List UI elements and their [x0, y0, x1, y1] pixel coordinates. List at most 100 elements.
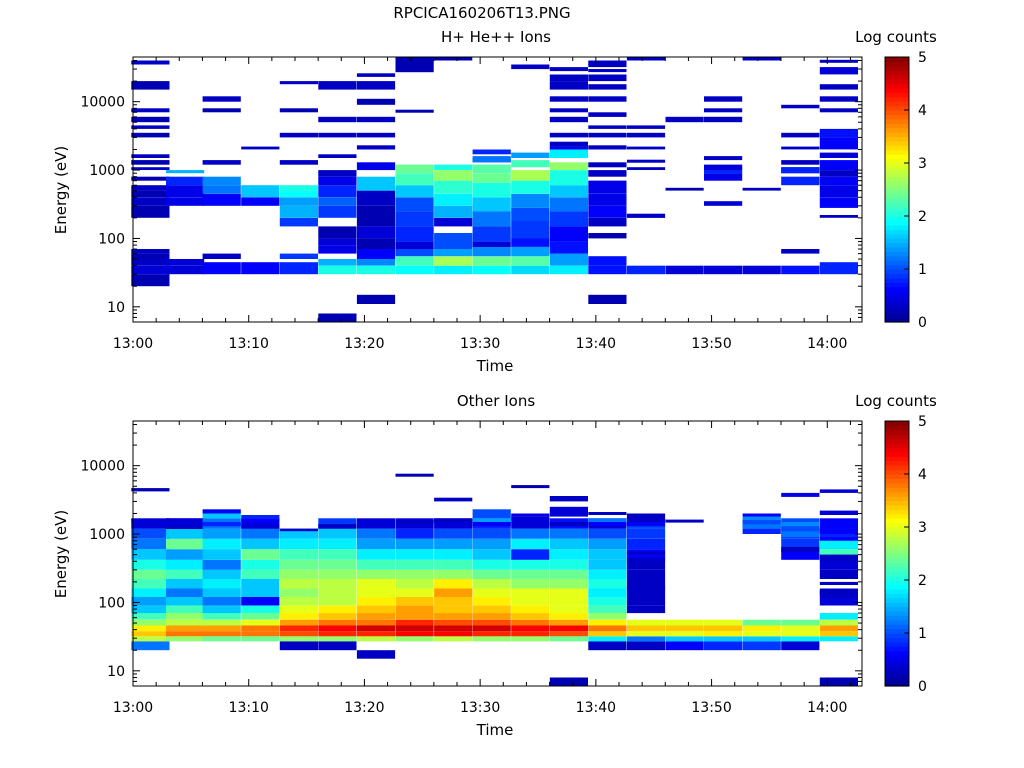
heatmap-cell	[742, 187, 781, 191]
heatmap-cell	[742, 619, 781, 626]
heatmap-cell	[781, 526, 820, 532]
colorbar-swatch	[885, 92, 909, 98]
heatmap-cell	[665, 116, 704, 123]
colorbar-swatch	[885, 273, 909, 279]
heatmap-cell	[549, 496, 588, 502]
heatmap-cell	[202, 509, 241, 514]
heatmap-cell	[202, 193, 241, 206]
heatmap-cell	[318, 579, 357, 589]
heatmap-cell	[202, 538, 241, 550]
heatmap-cell	[588, 294, 627, 304]
heatmap-cell	[472, 559, 511, 570]
heatmap-cell	[549, 96, 588, 102]
heatmap-cell	[742, 520, 781, 525]
heatmap-cell	[356, 265, 396, 275]
colorbar-swatch	[885, 580, 909, 586]
heatmap-cell	[395, 173, 434, 186]
heatmap-cell	[511, 265, 550, 275]
colorbar-swatch	[885, 513, 909, 519]
heatmap-cell	[318, 518, 357, 529]
heatmap-cell	[434, 631, 473, 637]
heatmap-cell	[318, 549, 357, 560]
heatmap-cell	[781, 146, 820, 150]
heatmap-cell	[511, 64, 550, 70]
heatmap-cell	[511, 485, 550, 489]
heatmap-cell	[742, 265, 781, 275]
heatmap-cell	[472, 613, 511, 620]
heatmap-cell	[318, 81, 357, 90]
heatmap-cell	[704, 164, 743, 170]
colorbar-swatch	[885, 487, 909, 493]
heatmap-cell	[241, 597, 280, 606]
x-tick-label: 13:00	[113, 336, 153, 352]
heatmap-cell	[549, 605, 588, 614]
heatmap-cell	[704, 96, 743, 102]
heatmap-cell	[704, 116, 743, 123]
heatmap-cell	[626, 213, 666, 218]
x-axis-label: Time	[476, 721, 514, 739]
colorbar-swatch	[885, 61, 909, 67]
heatmap-cell	[318, 559, 357, 570]
colorbar-swatch	[885, 619, 909, 625]
heatmap-cell	[356, 249, 396, 259]
heatmap-cell	[395, 579, 434, 589]
panel-title: H+ He++ Ions	[441, 28, 551, 46]
colorbar-swatch	[885, 429, 909, 435]
heatmap-cell	[819, 636, 858, 642]
heatmap-cell	[202, 262, 241, 275]
heatmap-cell	[819, 185, 858, 198]
heatmap-cell	[131, 559, 170, 570]
heatmap-cell	[472, 247, 511, 257]
heatmap-cell	[626, 522, 666, 527]
heatmap-cell	[472, 197, 511, 212]
heatmap-cell	[511, 207, 550, 221]
heatmap-cell	[549, 67, 588, 72]
colorbar-swatch	[885, 105, 909, 111]
heatmap-cell	[704, 156, 743, 161]
heatmap-cell	[318, 613, 357, 620]
heatmap-cell	[781, 619, 820, 626]
heatmap-cell	[166, 588, 205, 597]
heatmap-cell	[549, 241, 588, 254]
colorbar-swatch	[885, 277, 909, 283]
heatmap-cell	[819, 59, 858, 63]
heatmap-cell	[356, 559, 396, 570]
heatmap-cell	[434, 538, 473, 550]
colorbar-swatch	[885, 496, 909, 502]
heatmap-cell	[819, 152, 858, 158]
heatmap-cell	[241, 636, 280, 642]
heatmap-cell	[588, 84, 627, 90]
colorbar-swatch	[885, 127, 909, 133]
heatmap-cell	[131, 605, 170, 614]
heatmap-cell	[241, 518, 280, 522]
heatmap-cell	[395, 605, 434, 614]
heatmap-cell	[626, 125, 666, 129]
heatmap-cell	[166, 185, 205, 198]
heatmap-cell	[166, 619, 205, 626]
heatmap-cell	[549, 631, 588, 637]
heatmap-cell	[434, 497, 473, 502]
heatmap-cell	[131, 116, 170, 123]
heatmap-cell	[704, 108, 743, 113]
colorbar-border	[884, 56, 910, 323]
heatmap-cell	[819, 590, 858, 595]
colorbar-swatch	[885, 154, 909, 160]
heatmap-cell	[131, 619, 170, 626]
colorbar-swatch	[885, 83, 909, 89]
heatmap-cell	[626, 159, 666, 163]
colorbar-swatch	[885, 202, 909, 208]
heatmap-cell	[588, 641, 627, 651]
heatmap-cell	[549, 528, 588, 539]
heatmap-cell	[626, 636, 666, 642]
heatmap-cell	[202, 559, 241, 570]
heatmap-cell	[241, 549, 280, 560]
heatmap-cell	[549, 108, 588, 113]
x-tick-label: 13:50	[691, 336, 731, 352]
colorbar-tick-label: 0	[918, 679, 927, 695]
panel-title: Other Ions	[457, 392, 535, 410]
heatmap-cell	[434, 625, 473, 632]
colorbar-swatch	[885, 438, 909, 444]
y-tick-label: 1000	[89, 163, 125, 179]
heatmap-cell	[819, 128, 858, 138]
